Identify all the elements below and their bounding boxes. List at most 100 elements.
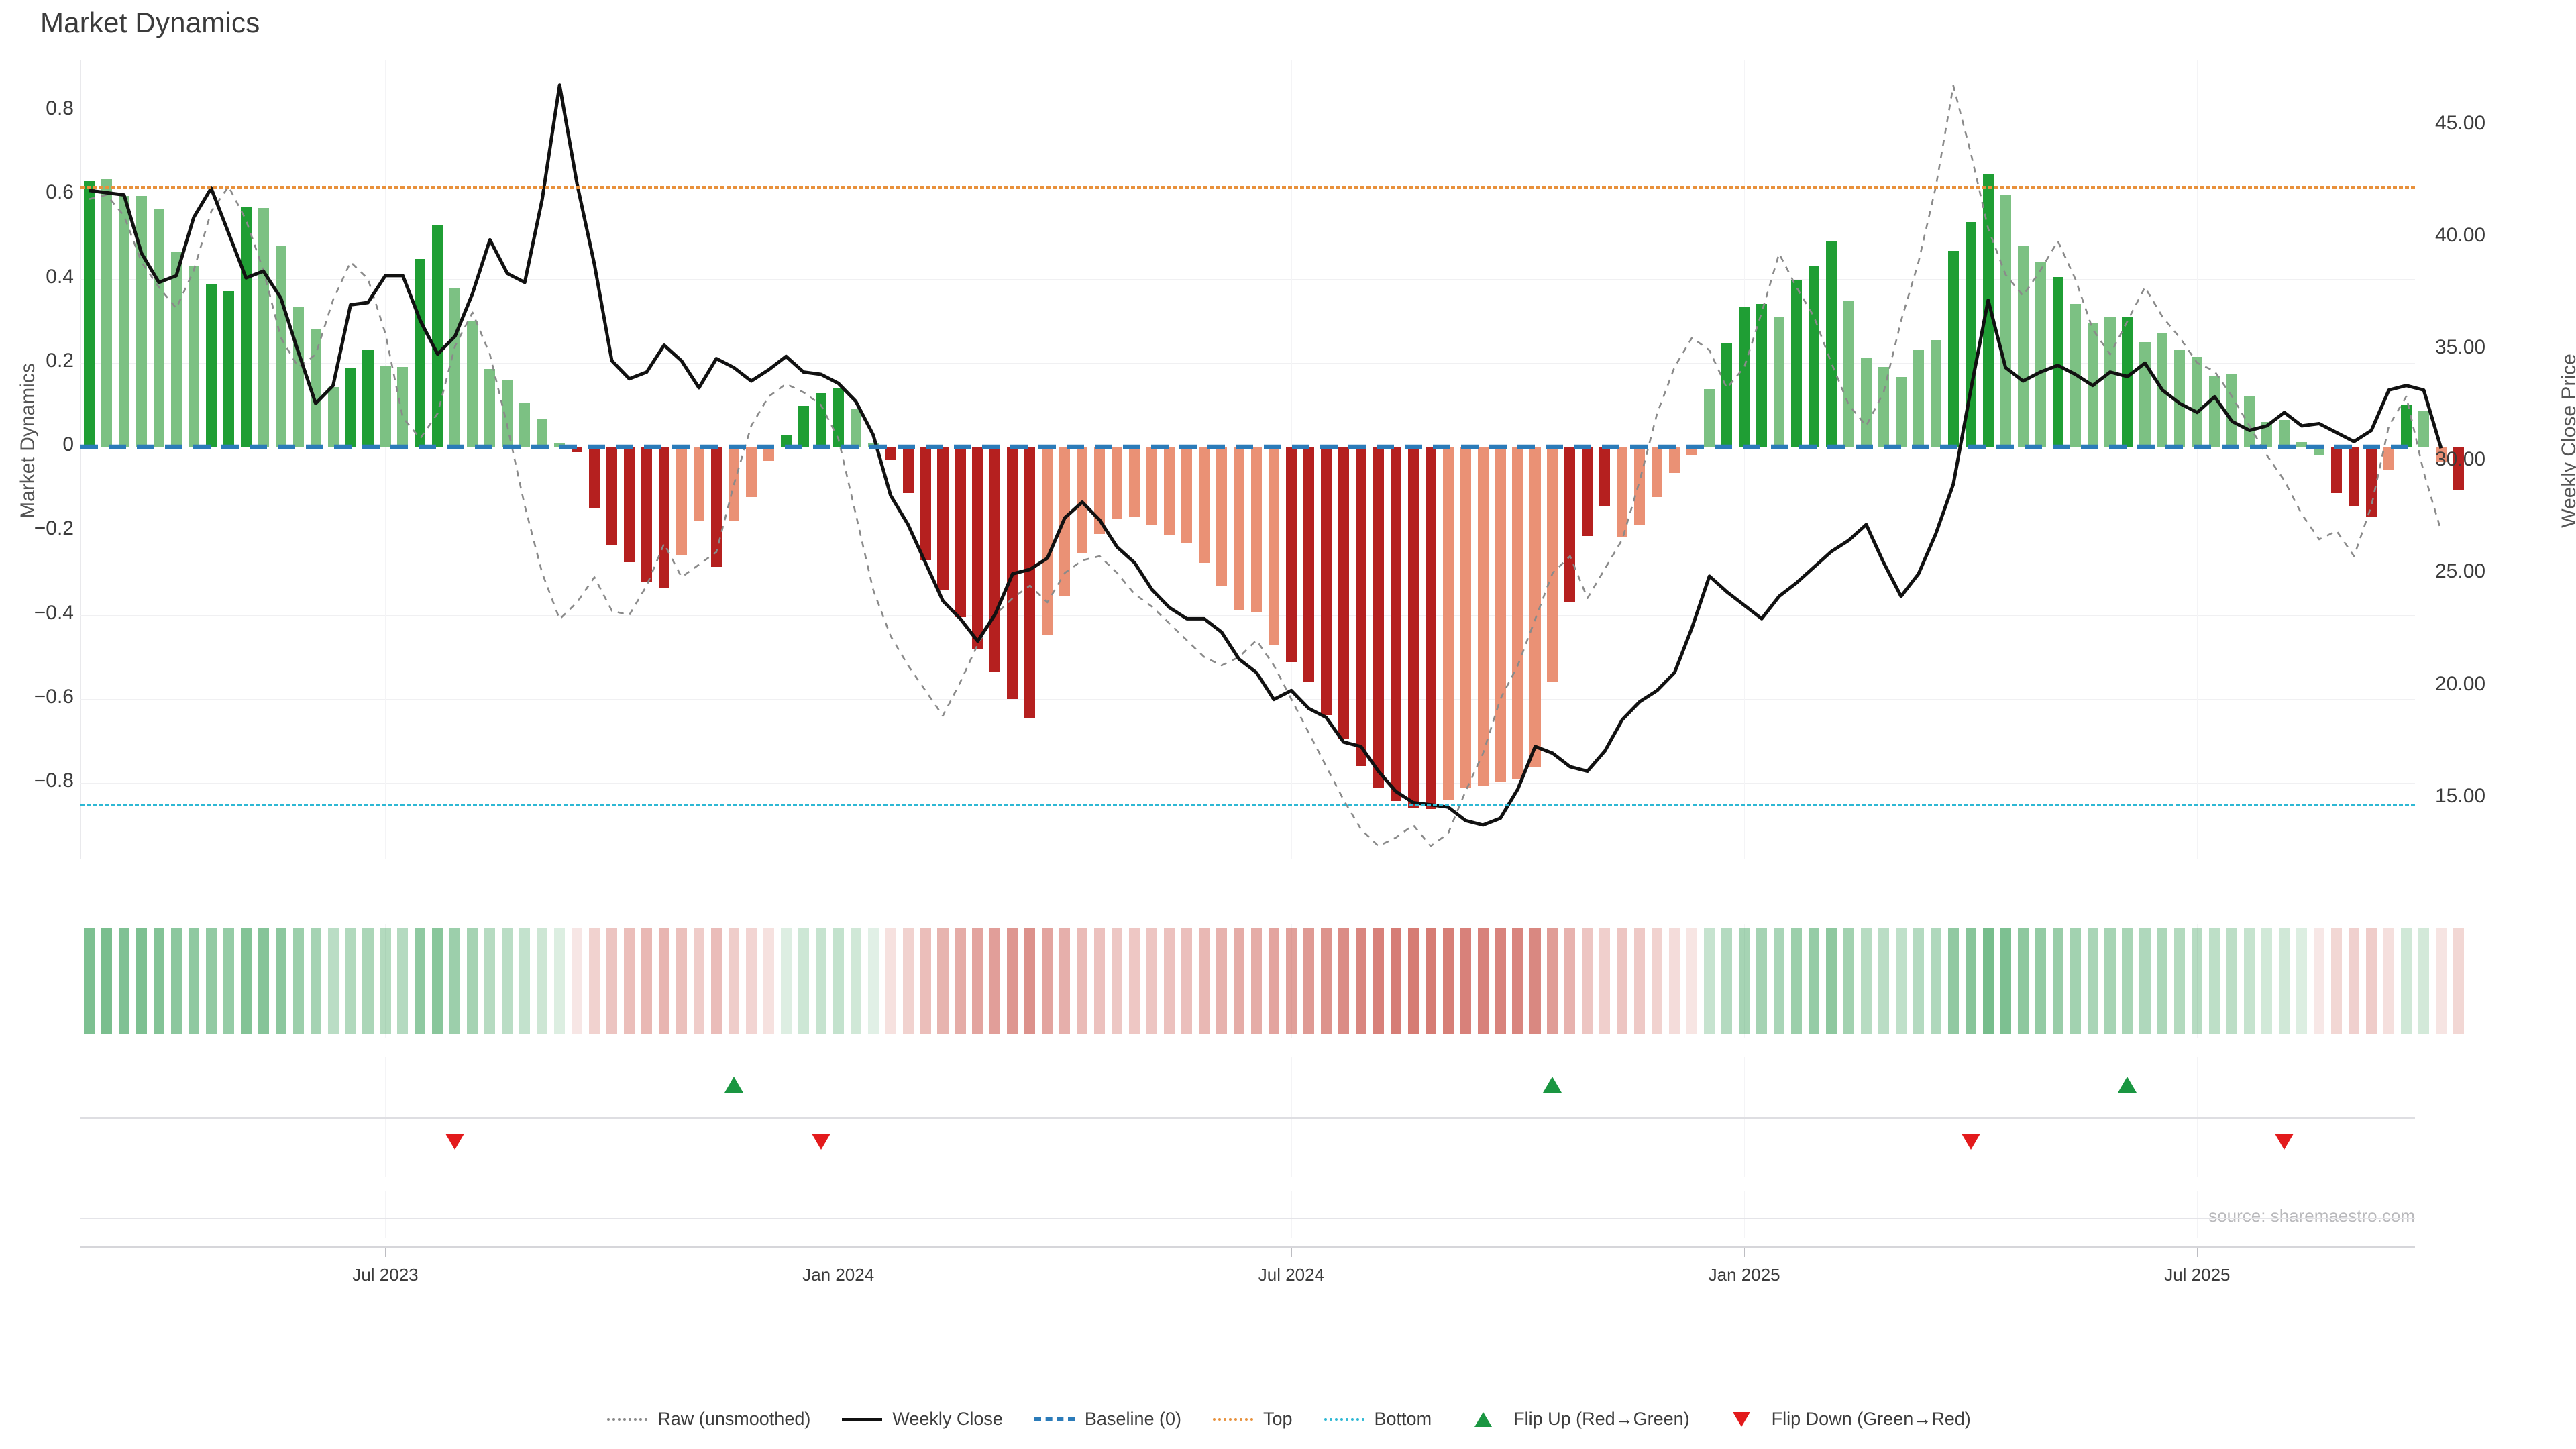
heatstrip-cell — [1216, 928, 1228, 1034]
heatstrip-cell — [1373, 928, 1384, 1034]
heatstrip-cell — [292, 928, 304, 1034]
heatstrip-cell — [641, 928, 653, 1034]
heatstrip-cell — [624, 928, 635, 1034]
heatstrip-cell — [1512, 928, 1523, 1034]
chart-bar — [1355, 447, 1366, 767]
legend-item[interactable]: Raw (unsmoothed) — [605, 1409, 810, 1430]
flip-down-marker[interactable] — [1961, 1134, 1980, 1150]
chart-bar — [1303, 447, 1314, 682]
heatstrip-cell — [710, 928, 722, 1034]
chart-bar — [310, 329, 321, 447]
heatstrip-cell — [1791, 928, 1803, 1034]
chart-bar — [83, 181, 95, 447]
chart-bar — [2400, 405, 2412, 447]
raw-unsmoothed-line — [89, 85, 2443, 847]
y-axis-left-tick: 0 — [62, 433, 74, 456]
chart-bar — [2035, 262, 2046, 447]
legend-key — [1322, 1412, 1366, 1427]
heatstrip-cell — [1407, 928, 1419, 1034]
chart-bar — [745, 447, 757, 498]
chart-bar — [327, 387, 339, 447]
heatstrip-cell — [972, 928, 983, 1034]
heatstrip-cell — [2314, 928, 2325, 1034]
chart-bar — [1564, 447, 1576, 602]
heatstrip-cell — [885, 928, 896, 1034]
x-axis-tick-mark — [1744, 1246, 1746, 1257]
heatstrip-cell — [1704, 928, 1715, 1034]
chart-bar — [1268, 447, 1279, 645]
heatstrip-cell — [1721, 928, 1733, 1034]
flip-down-marker[interactable] — [2275, 1134, 2294, 1150]
flip-down-marker[interactable] — [445, 1134, 465, 1150]
heatstrip-cell — [2035, 928, 2046, 1034]
heatstrip-cell — [310, 928, 321, 1034]
chart-bar — [2209, 376, 2220, 447]
legend-item[interactable]: Flip Down (Green→Red) — [1719, 1409, 1971, 1430]
chart-bar — [1652, 447, 1663, 498]
heatstrip-cell — [2209, 928, 2220, 1034]
chart-bar — [763, 447, 774, 462]
flip-up-marker[interactable] — [724, 1077, 743, 1093]
chart-bar — [1547, 447, 1558, 682]
flip-up-marker[interactable] — [1543, 1077, 1562, 1093]
chart-bar — [1199, 447, 1210, 564]
flip-marker-panel — [80, 1057, 2415, 1177]
chart-bar — [258, 208, 269, 447]
heatstrip-cell — [798, 928, 809, 1034]
heatstrip-cell — [484, 928, 496, 1034]
chart-bar — [432, 225, 443, 447]
heatstrip-cell — [554, 928, 566, 1034]
heatstrip-cell — [1825, 928, 1837, 1034]
heatstrip-cell — [1686, 928, 1698, 1034]
heatstrip-cell — [240, 928, 252, 1034]
chart-bar — [1112, 447, 1123, 519]
legend-item[interactable]: Bottom — [1322, 1409, 1432, 1430]
legend-item[interactable]: Flip Up (Red→Green) — [1461, 1409, 1690, 1430]
legend-dotted-line-icon — [607, 1417, 648, 1421]
chart-bar — [2349, 447, 2360, 507]
chart-bar — [1895, 376, 1907, 447]
chart-bar — [1181, 447, 1193, 543]
heatstrip-cell — [1285, 928, 1297, 1034]
heatstrip-cell — [1024, 928, 1036, 1034]
heatstrip-cell — [83, 928, 95, 1034]
gridline-vertical — [1744, 1191, 1746, 1238]
heatstrip-cell — [1617, 928, 1628, 1034]
heatstrip-cell — [345, 928, 356, 1034]
heatstrip-cell — [1007, 928, 1018, 1034]
heatstrip-cell — [2174, 928, 2186, 1034]
legend-item[interactable]: Baseline (0) — [1032, 1409, 1181, 1430]
chart-bar — [1320, 447, 1332, 715]
heatstrip-cell — [1756, 928, 1768, 1034]
heatstrip-cell — [1233, 928, 1245, 1034]
heatstrip-cell — [2435, 928, 2447, 1034]
y-axis-left-tick: −0.8 — [34, 769, 74, 792]
chart-bar — [815, 393, 826, 447]
chart-bar — [676, 447, 687, 555]
y-axis-left-tick: −0.2 — [34, 517, 74, 540]
footer-panel: source: sharemaestro.com — [80, 1191, 2415, 1238]
legend-item[interactable]: Weekly Close — [840, 1409, 1003, 1430]
heatstrip-cell — [415, 928, 426, 1034]
flip-down-marker[interactable] — [811, 1134, 830, 1150]
heatstrip-cell — [763, 928, 774, 1034]
heatstrip-cell — [136, 928, 147, 1034]
gridline-horizontal — [80, 278, 2415, 280]
heatstrip-cell — [467, 928, 478, 1034]
heatstrip-cell — [1094, 928, 1106, 1034]
heatstrip-cell — [258, 928, 269, 1034]
heatstrip-cell — [2244, 928, 2255, 1034]
chart-bar — [1965, 221, 1976, 447]
chart-bar — [920, 447, 931, 561]
heatstrip-cell — [118, 928, 129, 1034]
heatstrip-cell — [2349, 928, 2360, 1034]
flip-up-marker[interactable] — [2118, 1077, 2137, 1093]
legend-item[interactable]: Top — [1211, 1409, 1293, 1430]
heatstrip-cell — [2400, 928, 2412, 1034]
gridline-vertical — [1291, 1191, 1292, 1238]
heatstrip-cell — [989, 928, 1001, 1034]
heatstrip-cell — [2261, 928, 2273, 1034]
gridline-horizontal — [80, 699, 2415, 700]
heatstrip-cell — [1860, 928, 1872, 1034]
heatstrip-cell — [2052, 928, 2063, 1034]
